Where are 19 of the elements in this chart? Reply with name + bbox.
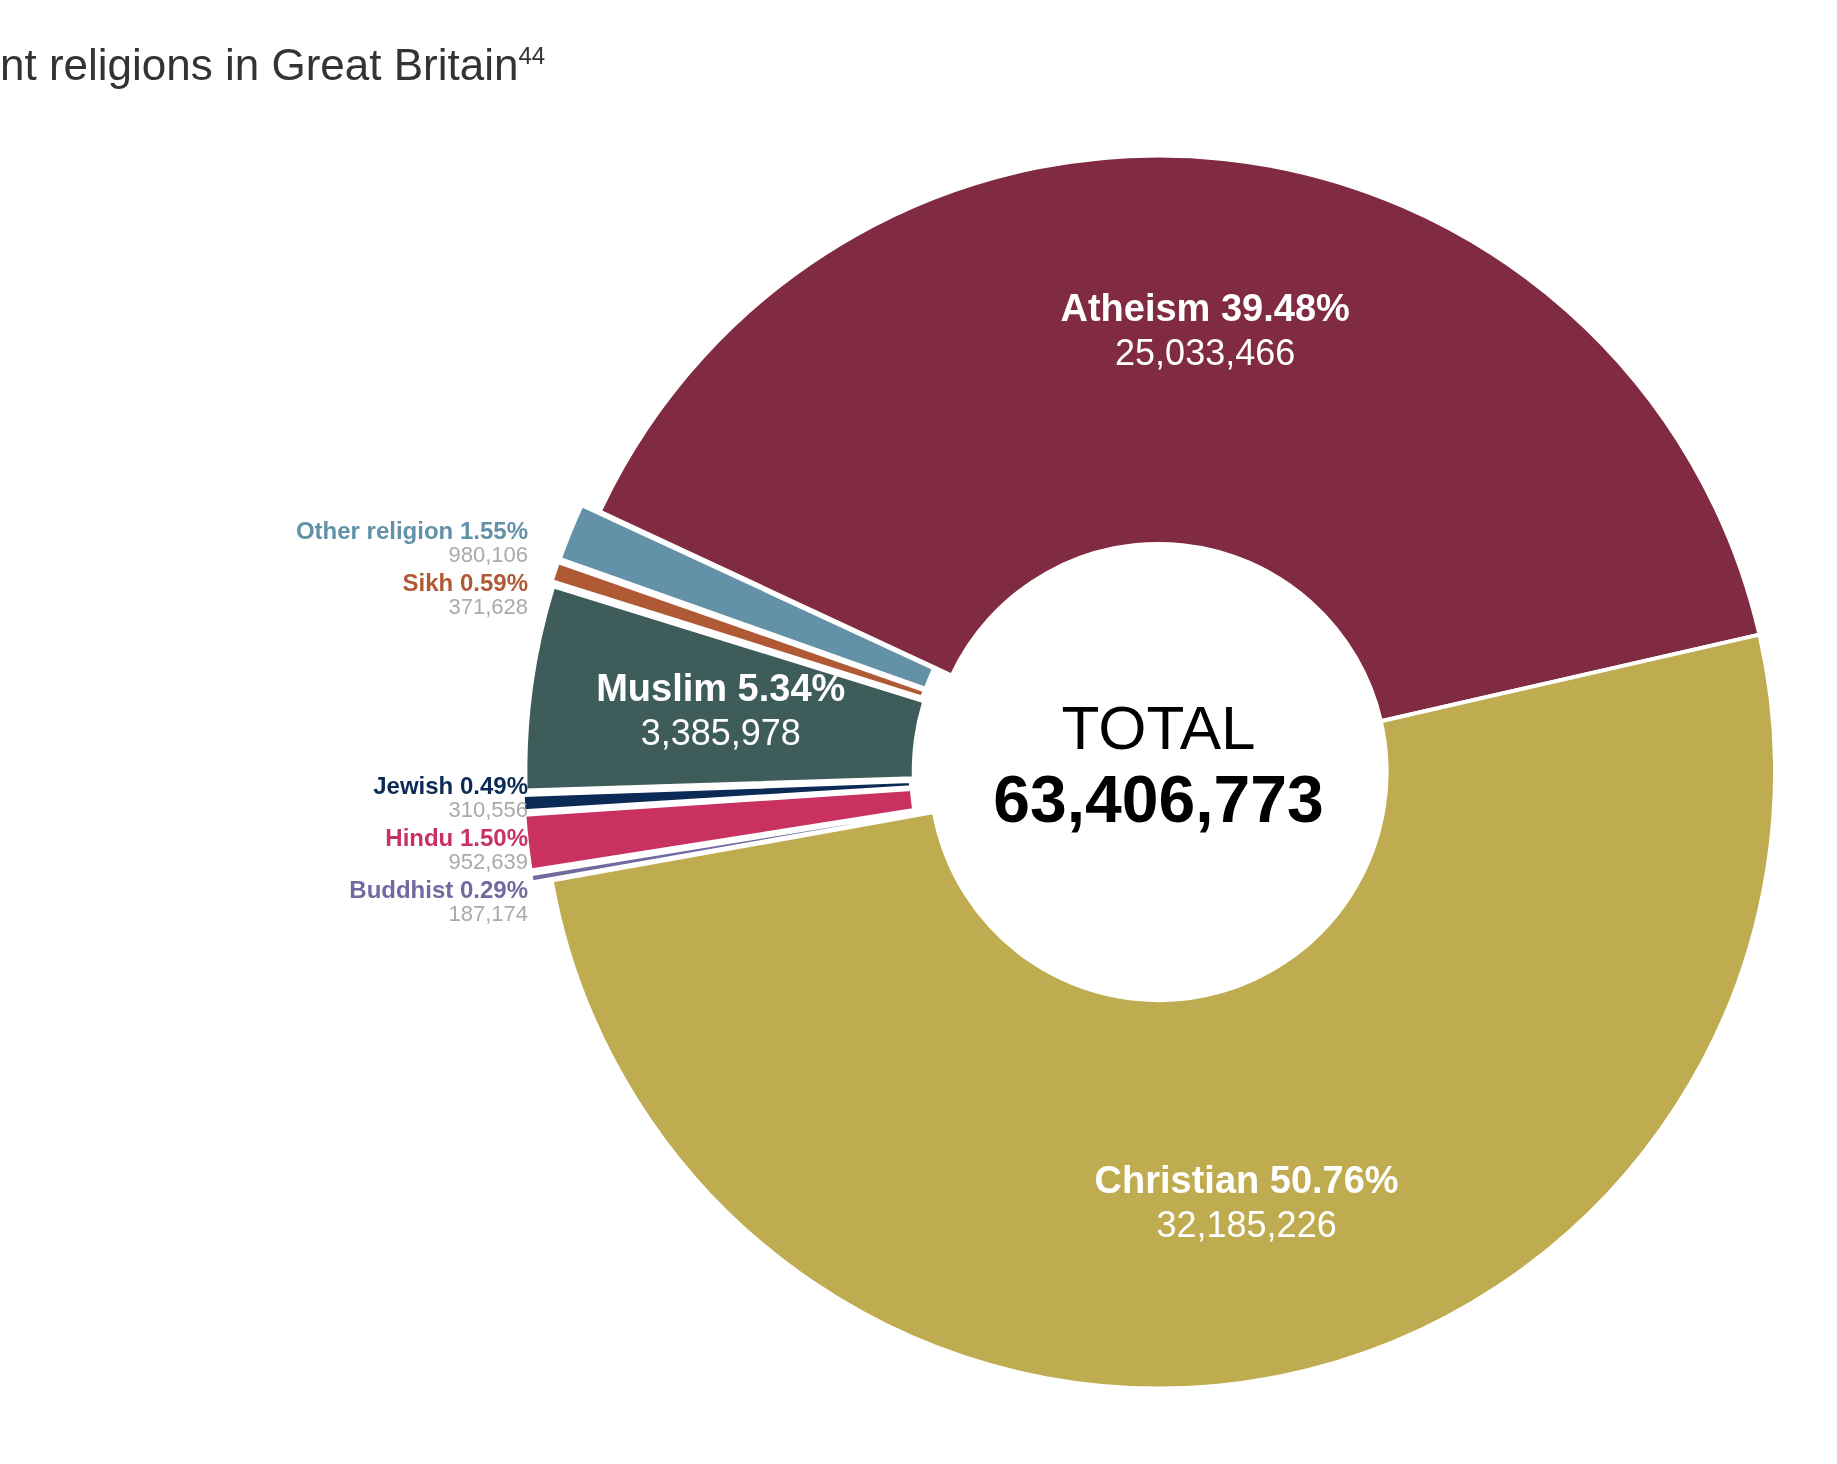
text: 25,033,466 xyxy=(1115,331,1296,373)
slice-label: Atheism 39.48% xyxy=(1060,287,1350,330)
text: TOTAL xyxy=(1061,693,1256,763)
text: 371,628 xyxy=(448,594,528,620)
slice-label: Hindu 1.50% xyxy=(385,823,528,851)
chart-title: nt religions in Great Britain$^{44}$ xyxy=(0,40,546,90)
text: 952,639 xyxy=(448,849,528,875)
text: 3,385,978 xyxy=(640,711,801,753)
text: 310,556 xyxy=(448,797,528,823)
text: 63,406,773 xyxy=(993,762,1324,837)
slice-label: Christian 50.76% xyxy=(1094,1159,1399,1202)
text: 187,174 xyxy=(448,901,528,927)
slice-label: Buddhist 0.29% xyxy=(349,875,528,903)
text: 32,185,226 xyxy=(1156,1203,1337,1245)
slice-label: Muslim 5.34% xyxy=(596,667,846,710)
text: 980,106 xyxy=(448,542,528,568)
slice-label: Sikh 0.59% xyxy=(402,569,528,597)
slice-label: Jewish 0.49% xyxy=(373,771,528,799)
slice-label: Other religion 1.55% xyxy=(295,517,528,545)
